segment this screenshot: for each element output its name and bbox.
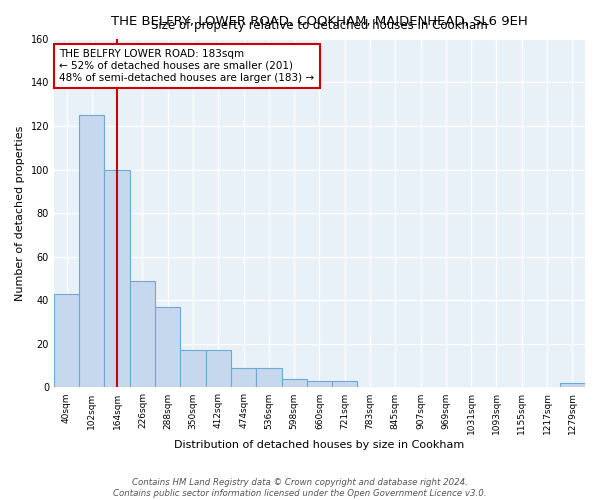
X-axis label: Distribution of detached houses by size in Cookham: Distribution of detached houses by size … xyxy=(175,440,464,450)
Bar xyxy=(281,378,307,388)
Bar xyxy=(231,368,256,388)
Text: Contains HM Land Registry data © Crown copyright and database right 2024.
Contai: Contains HM Land Registry data © Crown c… xyxy=(113,478,487,498)
Bar xyxy=(307,381,332,388)
Bar xyxy=(104,170,130,388)
Y-axis label: Number of detached properties: Number of detached properties xyxy=(15,126,25,301)
Title: THE BELFRY, LOWER ROAD, COOKHAM, MAIDENHEAD, SL6 9EH: THE BELFRY, LOWER ROAD, COOKHAM, MAIDENH… xyxy=(111,15,528,28)
Bar xyxy=(332,381,358,388)
Bar xyxy=(79,115,104,388)
Bar xyxy=(54,294,79,388)
Bar xyxy=(256,368,281,388)
Text: Size of property relative to detached houses in Cookham: Size of property relative to detached ho… xyxy=(151,19,488,32)
Bar xyxy=(560,383,585,388)
Text: THE BELFRY LOWER ROAD: 183sqm
← 52% of detached houses are smaller (201)
48% of : THE BELFRY LOWER ROAD: 183sqm ← 52% of d… xyxy=(59,50,314,82)
Bar xyxy=(181,350,206,388)
Bar xyxy=(130,280,155,388)
Bar xyxy=(155,307,181,388)
Bar xyxy=(206,350,231,388)
